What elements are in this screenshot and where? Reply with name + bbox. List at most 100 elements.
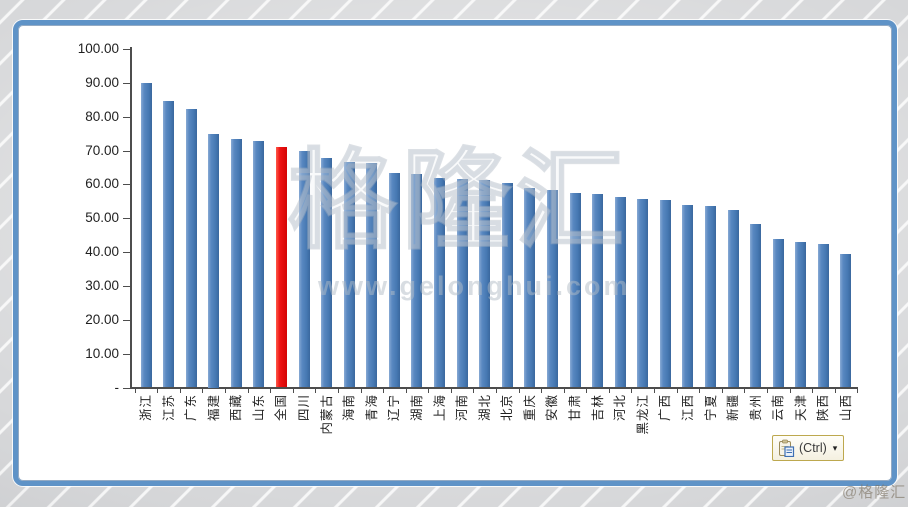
y-axis-tick bbox=[123, 218, 130, 220]
x-axis-tick bbox=[857, 388, 859, 393]
y-axis-label: - bbox=[114, 379, 120, 395]
x-axis-label-全国: 全国 bbox=[274, 394, 289, 422]
x-axis-tick bbox=[179, 388, 181, 393]
paste-options-button[interactable]: (Ctrl) ▾ bbox=[772, 435, 845, 461]
y-axis-label: 40.00 bbox=[85, 244, 119, 260]
bar-上海 bbox=[434, 178, 446, 388]
x-axis-tick bbox=[270, 388, 272, 393]
x-axis-label-江西: 江西 bbox=[680, 394, 695, 422]
x-axis-label-浙江: 浙江 bbox=[139, 394, 153, 422]
x-axis-label-内蒙古: 内蒙古 bbox=[319, 394, 334, 435]
clipboard-icon bbox=[779, 439, 795, 457]
bar-重庆 bbox=[524, 188, 536, 388]
y-axis-tick bbox=[123, 285, 130, 287]
bar-云南 bbox=[772, 238, 784, 388]
x-axis-tick bbox=[518, 388, 520, 393]
x-axis-label-西藏: 西藏 bbox=[229, 394, 244, 422]
x-axis-label-辽宁: 辽宁 bbox=[387, 394, 402, 422]
bar-青海 bbox=[366, 162, 378, 388]
bar-内蒙古 bbox=[321, 157, 333, 388]
x-axis-label-海南: 海南 bbox=[342, 394, 357, 422]
y-axis-label: 60.00 bbox=[85, 176, 119, 192]
x-axis-tick bbox=[654, 388, 656, 393]
x-axis-label-北京: 北京 bbox=[500, 394, 515, 422]
bar-天津 bbox=[795, 242, 807, 388]
x-axis-tick bbox=[766, 388, 768, 393]
x-axis-label-湖南: 湖南 bbox=[409, 394, 424, 422]
y-axis-label: 90.00 bbox=[85, 74, 119, 90]
y-axis bbox=[130, 47, 132, 388]
bar-湖南 bbox=[411, 173, 423, 388]
bar-海南 bbox=[343, 161, 355, 388]
x-axis-label-宁夏: 宁夏 bbox=[703, 394, 718, 422]
bar-山东 bbox=[253, 140, 265, 388]
y-axis-tick bbox=[123, 319, 130, 321]
bar-新疆 bbox=[727, 209, 739, 388]
x-axis-label-广西: 广西 bbox=[658, 394, 673, 422]
x-axis-label-江苏: 江苏 bbox=[161, 394, 176, 422]
bar-山西 bbox=[840, 253, 852, 388]
x-axis-label-四川: 四川 bbox=[297, 394, 312, 422]
x-axis-label-上海: 上海 bbox=[432, 394, 447, 422]
x-axis-tick bbox=[450, 388, 452, 393]
x-axis-label-新疆: 新疆 bbox=[726, 394, 741, 422]
x-axis-tick bbox=[699, 388, 701, 393]
y-axis-tick bbox=[123, 353, 130, 355]
x-axis-tick bbox=[315, 388, 317, 393]
bar-江西 bbox=[682, 204, 694, 388]
y-axis-label: 70.00 bbox=[85, 142, 119, 158]
x-axis-tick bbox=[676, 388, 678, 393]
y-axis-label: 100.00 bbox=[77, 41, 119, 56]
x-axis-label-青海: 青海 bbox=[364, 394, 379, 422]
bar-北京 bbox=[501, 183, 513, 388]
x-axis-label-安徽: 安徽 bbox=[545, 394, 560, 422]
bar-全国 bbox=[275, 147, 287, 388]
y-axis-tick bbox=[123, 387, 130, 389]
bar-湖北 bbox=[479, 180, 491, 388]
x-axis-tick bbox=[360, 388, 362, 393]
x-axis-label-贵州: 贵州 bbox=[748, 394, 763, 422]
bar-吉林 bbox=[592, 194, 604, 388]
bar-四川 bbox=[298, 150, 310, 388]
bar-黑龙江 bbox=[637, 199, 649, 388]
x-axis-tick bbox=[563, 388, 565, 393]
bar-甘肃 bbox=[569, 192, 581, 388]
y-axis-label: 30.00 bbox=[85, 277, 119, 293]
x-axis-label-广东: 广东 bbox=[184, 394, 199, 422]
bar-广西 bbox=[659, 199, 671, 388]
x-axis-tick bbox=[157, 388, 159, 393]
x-axis-label-湖北: 湖北 bbox=[477, 394, 492, 422]
dropdown-arrow-icon[interactable]: ▾ bbox=[832, 442, 838, 453]
x-axis-label-甘肃: 甘肃 bbox=[568, 394, 583, 422]
paste-options-label: (Ctrl) bbox=[799, 441, 827, 455]
x-axis-tick bbox=[292, 388, 294, 393]
x-axis-tick bbox=[631, 388, 633, 393]
x-axis-tick bbox=[495, 388, 497, 393]
bar-广东 bbox=[185, 109, 197, 388]
x-axis-tick bbox=[473, 388, 475, 393]
x-axis-tick bbox=[586, 388, 588, 393]
bar-福建 bbox=[208, 133, 220, 388]
x-axis-tick bbox=[225, 388, 227, 393]
x-axis-label-黑龙江: 黑龙江 bbox=[635, 394, 650, 435]
bar-辽宁 bbox=[388, 172, 400, 388]
bar-河北 bbox=[614, 196, 626, 388]
x-axis-label-山东: 山东 bbox=[251, 394, 266, 422]
x-axis-tick bbox=[789, 388, 791, 393]
y-axis-tick bbox=[123, 252, 130, 254]
y-axis-tick bbox=[123, 82, 130, 84]
x-axis-tick bbox=[608, 388, 610, 393]
bar-西藏 bbox=[230, 139, 242, 388]
x-axis-tick bbox=[834, 388, 836, 393]
y-axis-label: 20.00 bbox=[85, 311, 119, 327]
x-axis-tick bbox=[134, 388, 136, 393]
x-axis-tick bbox=[812, 388, 814, 393]
bar-河南 bbox=[456, 178, 468, 388]
x-axis-tick bbox=[202, 388, 204, 393]
y-axis-label: 50.00 bbox=[85, 210, 119, 226]
bar-江苏 bbox=[163, 101, 175, 388]
x-axis-tick bbox=[383, 388, 385, 393]
x-axis-tick bbox=[247, 388, 249, 393]
y-axis-tick bbox=[123, 184, 130, 186]
